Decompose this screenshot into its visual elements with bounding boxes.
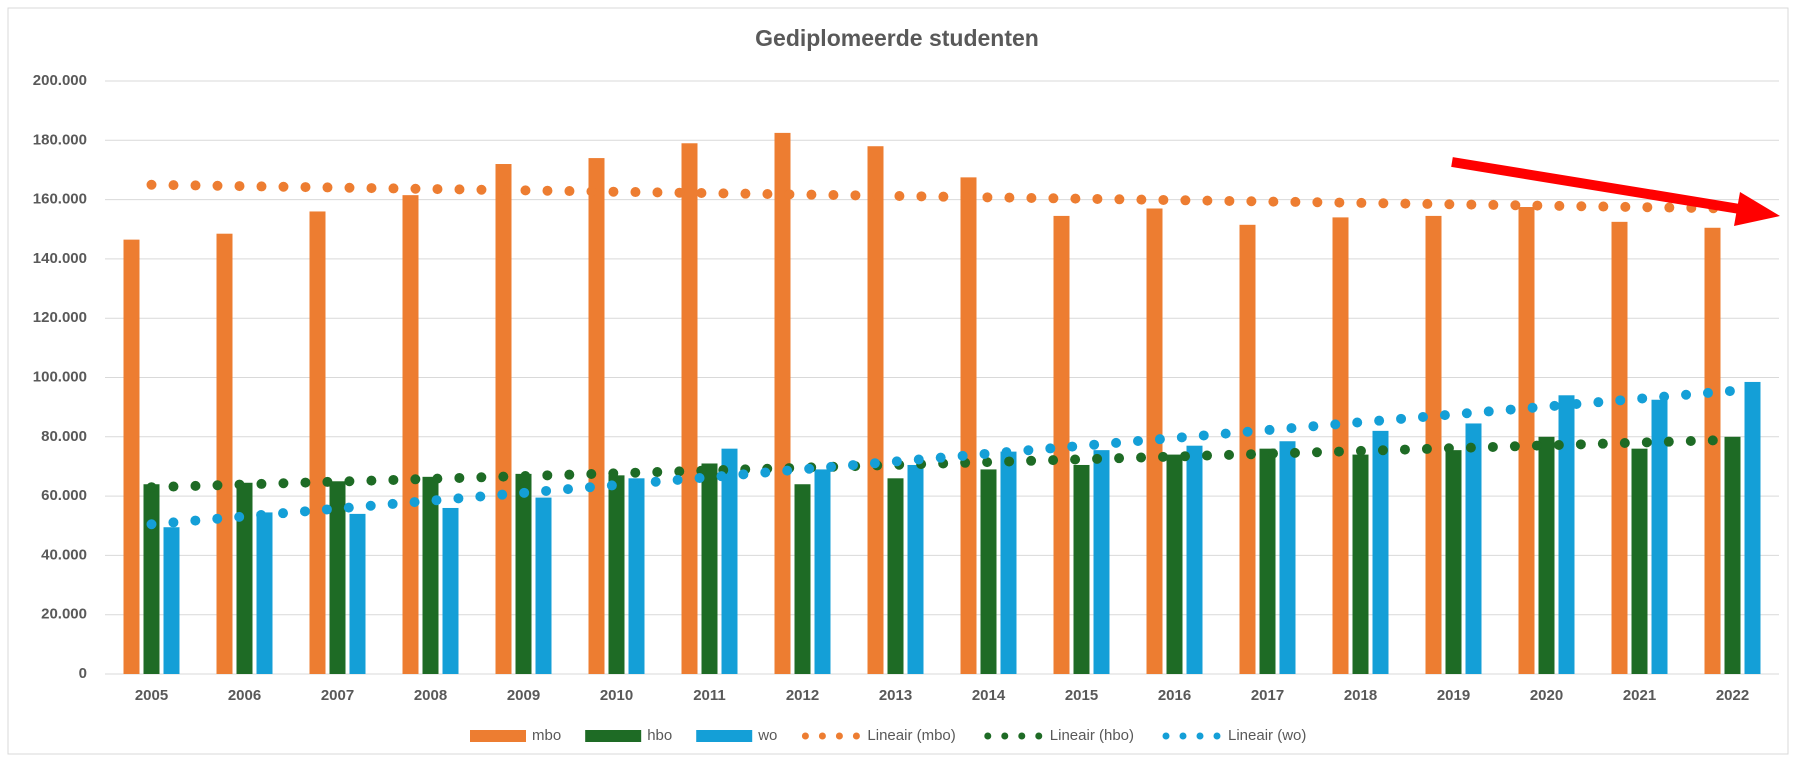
bar [681, 143, 698, 674]
bar [495, 164, 512, 674]
x-tick-label: 2022 [1716, 687, 1749, 704]
plot-area: 0 20.000 40.000 60.000 80.000 100.000 120.000 1… [33, 72, 1779, 704]
bar [329, 481, 346, 674]
bar [1093, 450, 1110, 674]
bar [1631, 448, 1648, 674]
legend-label: mbo [532, 727, 561, 744]
x-tick-label: 2008 [414, 687, 447, 704]
x-tick-label: 2005 [135, 687, 168, 704]
x-tick-label: 2009 [507, 687, 540, 704]
bar [422, 476, 439, 674]
trendline [146, 434, 1738, 493]
bar [1372, 430, 1389, 674]
y-tick-label: 100.000 [33, 368, 87, 385]
x-tick-label: 2018 [1344, 687, 1377, 704]
x-tick-label: 2012 [786, 687, 819, 704]
y-tick-label: 0 [79, 665, 87, 682]
bar [1073, 464, 1090, 674]
trendline [146, 385, 1738, 530]
bar [1558, 395, 1575, 674]
bar [1611, 221, 1628, 674]
bar [442, 507, 459, 674]
y-tick-label: 40.000 [41, 546, 87, 563]
bar [1445, 450, 1462, 674]
bar [256, 512, 273, 674]
y-tick-label: 60.000 [41, 487, 87, 504]
y-tick-label: 20.000 [41, 606, 87, 623]
bar [1518, 207, 1535, 674]
legend-swatch [585, 730, 642, 742]
bar [1146, 208, 1163, 674]
y-tick-label: 180.000 [33, 131, 87, 148]
legend-label: Lineair (hbo) [1050, 727, 1134, 744]
bar [1332, 217, 1349, 674]
x-tick-label: 2013 [879, 687, 912, 704]
bar [1239, 224, 1256, 675]
bar [123, 239, 140, 674]
legend-label: wo [757, 727, 777, 744]
bar [349, 513, 366, 674]
bar [1186, 445, 1203, 674]
bar [721, 448, 738, 674]
y-tick-label: 160.000 [33, 191, 87, 208]
bar [608, 475, 625, 674]
bar [236, 482, 253, 674]
bar [887, 478, 904, 674]
bar [515, 473, 532, 674]
trendline [146, 179, 1738, 214]
x-tick-label: 2011 [693, 687, 726, 704]
bar [907, 464, 924, 674]
bar [1465, 423, 1482, 674]
bar [1704, 227, 1721, 674]
x-tick-label: 2007 [321, 687, 354, 704]
bar [774, 132, 791, 674]
bar [1425, 215, 1442, 674]
bar [309, 211, 326, 674]
bar [867, 146, 884, 675]
bar [701, 463, 718, 674]
x-tick-label: 2019 [1437, 687, 1470, 704]
bar [402, 195, 419, 674]
x-tick-label: 2021 [1623, 687, 1656, 704]
x-tick-label: 2015 [1065, 687, 1098, 704]
x-tick-label: 2017 [1251, 687, 1284, 704]
bar [1744, 381, 1761, 674]
bar [216, 233, 233, 674]
bar [143, 484, 160, 674]
bar [1259, 448, 1276, 674]
chart-title: Gediplomeerde studenten [755, 25, 1039, 51]
x-tick-label: 2010 [600, 687, 633, 704]
legend-label: hbo [647, 727, 672, 744]
x-tick-label: 2014 [972, 687, 1006, 704]
x-tick-label: 2016 [1158, 687, 1191, 704]
bar [628, 478, 645, 674]
bar [1352, 454, 1369, 674]
legend-swatch [696, 730, 753, 742]
bar [535, 497, 552, 674]
bar [814, 469, 831, 674]
y-tick-label: 200.000 [33, 72, 87, 89]
annotation-arrow [1451, 157, 1780, 226]
legend-label: Lineair (mbo) [867, 727, 955, 744]
bar [163, 527, 180, 674]
y-tick-label: 80.000 [41, 428, 87, 445]
bar [1000, 451, 1017, 674]
bar [1651, 399, 1668, 674]
bar [1279, 441, 1296, 674]
x-tick-label: 2006 [228, 687, 261, 704]
bar [1053, 215, 1070, 674]
bar [960, 177, 977, 675]
y-tick-label: 140.000 [33, 250, 87, 267]
bar [794, 484, 811, 674]
bar [1166, 454, 1183, 674]
y-tick-label: 120.000 [33, 309, 87, 326]
bar [1724, 436, 1741, 674]
bar [1538, 436, 1555, 674]
bar [980, 469, 997, 674]
legend-swatch [470, 730, 526, 742]
legend-label: Lineair (wo) [1228, 727, 1306, 744]
x-tick-label: 2020 [1530, 687, 1563, 704]
bar [588, 158, 605, 675]
